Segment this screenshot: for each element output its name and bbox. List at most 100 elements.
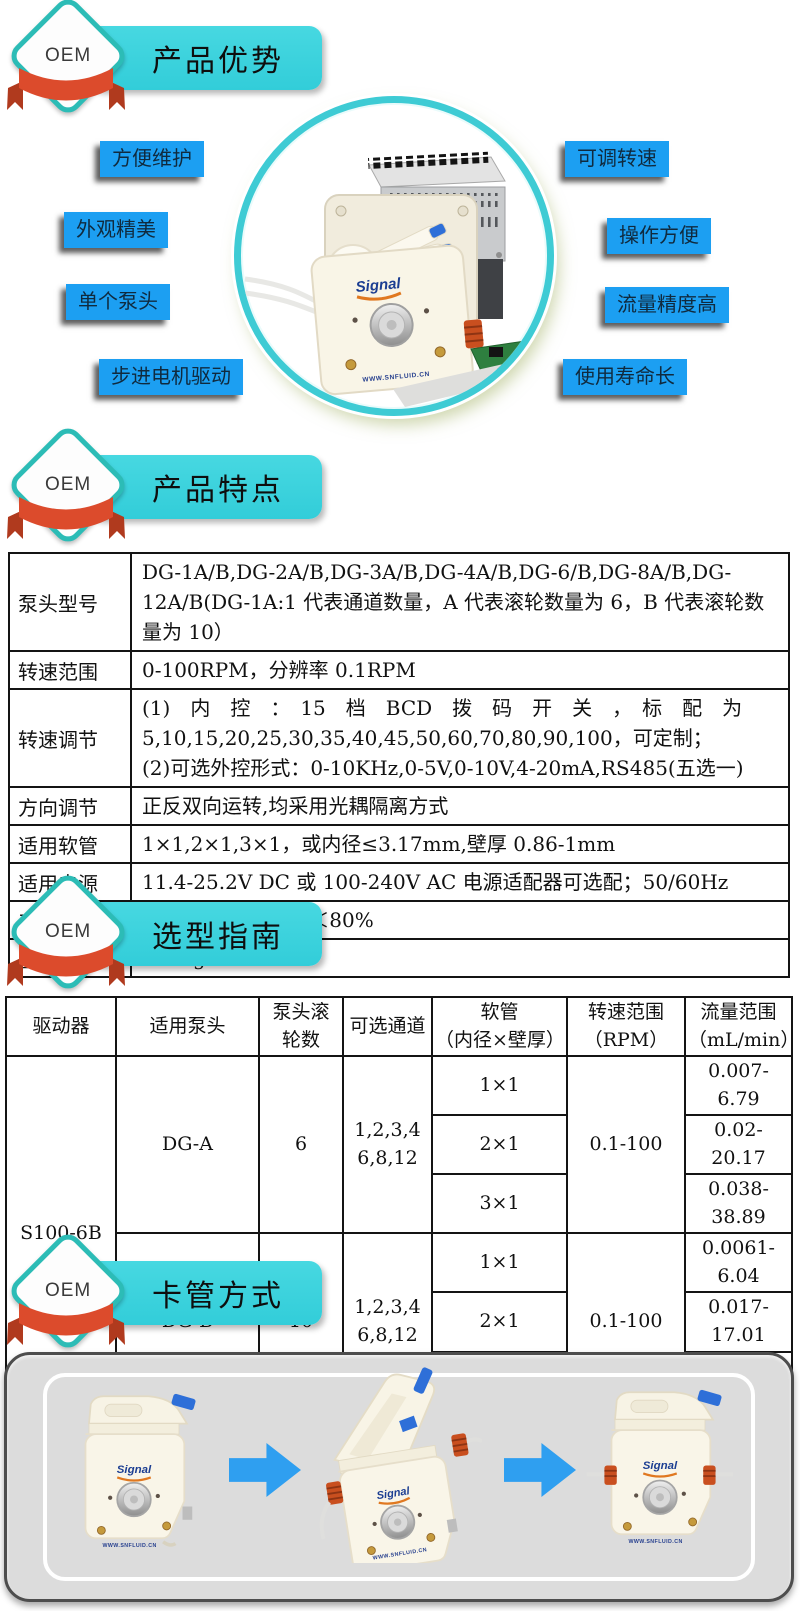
tube-cartridge-icon bbox=[463, 319, 484, 349]
col-header-line: 轮数 bbox=[281, 1028, 320, 1051]
col-header-line: 泵头滚 bbox=[272, 1001, 330, 1023]
spec-row: 转速范围 0-100RPM，分辨率 0.1RPM bbox=[8, 650, 790, 690]
clamping-steps-panel: Signal WWW.SNFLUID.CN Signal bbox=[4, 1352, 794, 1602]
cell-rollers: 6 bbox=[258, 1055, 344, 1235]
cell-flow: 0.038-38.89 bbox=[684, 1173, 793, 1235]
brand-website: WWW.SNFLUID.CN bbox=[628, 1539, 682, 1545]
features-title: 产品特点 bbox=[152, 474, 284, 507]
cell-line: 1,2,3,4 bbox=[354, 1119, 421, 1142]
feature-label: 步进电机驱动 bbox=[99, 359, 243, 395]
spec-row: 泵头型号 DG-1A/B,DG-2A/B,DG-3A/B,DG-4A/B,DG-… bbox=[8, 552, 790, 652]
spec-value-line: (1) 内 控 ： 15 档 BCD 拨 码 开 关 ， 标 配 为 bbox=[142, 696, 743, 720]
cell-speed: 0.1-100 bbox=[566, 1055, 686, 1235]
cell-flow: 0.007-6.79 bbox=[684, 1055, 793, 1117]
cell-flow: 0.017-17.01 bbox=[684, 1291, 793, 1353]
product-photo-frame: Signal WWW.SNFLUID.CN bbox=[234, 96, 554, 416]
motor-column bbox=[477, 259, 503, 319]
brand-logo: Signal bbox=[643, 1460, 678, 1472]
section-header-features: 产品特点 OEM bbox=[0, 422, 380, 557]
feature-label: 外观精美 bbox=[64, 212, 168, 248]
spec-value: (1) 内 控 ： 15 档 BCD 拨 码 开 关 ， 标 配 为 5,10,… bbox=[130, 688, 790, 788]
pump-step2-image: Signal WWW.SNFLUID.CN bbox=[319, 1367, 482, 1563]
section-header-clamping: 卡管方式 OEM bbox=[0, 1228, 380, 1363]
spec-value: DG-1A/B,DG-2A/B,DG-3A/B,DG-4A/B,DG-6/B,D… bbox=[130, 552, 790, 652]
brand-logo: Signal bbox=[355, 275, 402, 296]
spec-row: 适用电源 11.4-25.2V DC 或 100-240V AC 电源适配器可选… bbox=[8, 862, 790, 902]
advantages-title-bar: 产品优势 bbox=[88, 26, 322, 90]
col-header-line: （RPM） bbox=[583, 1028, 669, 1051]
cell-tube: 1×1 bbox=[431, 1232, 568, 1294]
spec-value: 0-100RPM，分辨率 0.1RPM bbox=[130, 650, 790, 690]
ribbon-icon bbox=[7, 497, 125, 539]
spec-value: 11.4-25.2V DC 或 100-240V AC 电源适配器可选配；50/… bbox=[130, 862, 790, 902]
spec-value-line: (2)可选外控形式：0-10KHz,0-5V,0-10V,4-20mA,RS48… bbox=[142, 756, 744, 780]
table-row: S100-6B DG-A 6 1,2,3,4 6,8,12 1×1 0.1-10… bbox=[5, 1055, 793, 1412]
oem-badge-label: OEM bbox=[44, 45, 92, 66]
col-header-driver: 驱动器 bbox=[5, 995, 117, 1058]
brand-website: WWW.SNFLUID.CN bbox=[102, 1543, 156, 1549]
pump-product-image: Signal WWW.SNFLUID.CN bbox=[244, 151, 547, 409]
col-header-speed: 转速范围 （RPM） bbox=[566, 995, 686, 1058]
spec-row: 方向调节 正反双向运转,均采用光耦隔离方式 bbox=[8, 786, 790, 826]
selection-title-bar: 选型指南 bbox=[88, 902, 322, 966]
spec-label: 方向调节 bbox=[8, 786, 132, 826]
cell-channels: 1,2,3,4 6,8,12 bbox=[342, 1055, 433, 1235]
cell-line: 1,2,3,4 bbox=[354, 1296, 421, 1319]
cell-line: 6,8,12 bbox=[357, 1324, 418, 1347]
brand-logo: Signal bbox=[117, 1464, 152, 1476]
feature-label: 方便维护 bbox=[100, 141, 204, 177]
col-header-line: 转速范围 bbox=[587, 1001, 664, 1023]
col-header-channels: 可选通道 bbox=[342, 995, 433, 1058]
table-row: 2×1 0.017-17.01 bbox=[6, 1291, 793, 1353]
selection-header-row: 驱动器 适用泵头 泵头滚 轮数 可选通道 软管 （内径×壁厚） 转速范围 （RP… bbox=[5, 995, 800, 1058]
cell-flow: 0.0061-6.04 bbox=[684, 1232, 793, 1294]
cell-tube: 2×1 bbox=[431, 1114, 568, 1176]
feature-label: 使用寿命长 bbox=[563, 359, 687, 395]
pump-step3-image: Signal WWW.SNFLUID.CN bbox=[586, 1389, 734, 1545]
col-header-line: 流量范围 bbox=[700, 1001, 777, 1023]
tilted-body: Signal WWW.SNFLUID.CN bbox=[337, 1444, 458, 1563]
cell-line: 6,8,12 bbox=[357, 1146, 418, 1169]
spec-row: 适用软管 1×1,2×1,3×1，或内径≤3.17mm,壁厚 0.86-1mm bbox=[8, 824, 790, 864]
spec-value: 正反双向运转,均采用光耦隔离方式 bbox=[130, 786, 790, 826]
col-header-tube: 软管 （内径×壁厚） bbox=[431, 995, 568, 1058]
col-header-pump: 适用泵头 bbox=[115, 995, 260, 1058]
section-header-advantages: 产品优势 OEM bbox=[0, 0, 380, 128]
table-row: 2×1 0.02-20.17 bbox=[6, 1114, 793, 1176]
oem-badge-label: OEM bbox=[44, 1280, 92, 1301]
selection-title: 选型指南 bbox=[152, 921, 284, 954]
cell-tube: 1×1 bbox=[431, 1055, 568, 1117]
col-header-line: （mL/min） bbox=[688, 1028, 800, 1051]
cell-pump: DG-A bbox=[115, 1055, 260, 1235]
col-header-line: （内径×壁厚） bbox=[435, 1028, 565, 1051]
col-header-flow: 流量范围 （mL/min） bbox=[684, 995, 800, 1058]
ribbon-icon bbox=[7, 1303, 125, 1345]
section-header-selection: 选型指南 OEM bbox=[0, 869, 380, 1004]
spec-label: 泵头型号 bbox=[8, 552, 132, 652]
cell-tube: 2×1 bbox=[431, 1291, 568, 1353]
feature-label: 单个泵头 bbox=[66, 284, 170, 320]
clamping-title-bar: 卡管方式 bbox=[88, 1261, 322, 1325]
spec-value: 1×1,2×1,3×1，或内径≤3.17mm,壁厚 0.86-1mm bbox=[130, 824, 790, 864]
col-header-rollers: 泵头滚 轮数 bbox=[258, 995, 344, 1058]
cell-tube: 3×1 bbox=[431, 1173, 568, 1235]
col-header-line: 软管 bbox=[480, 1001, 519, 1023]
feature-label: 流量精度高 bbox=[605, 287, 729, 323]
spec-label: 转速范围 bbox=[8, 650, 132, 690]
cell-flow: 0.02-20.17 bbox=[684, 1114, 793, 1176]
brand-logo: Signal bbox=[376, 1485, 412, 1502]
oem-badge-label: OEM bbox=[44, 921, 92, 942]
advantages-title: 产品优势 bbox=[152, 45, 284, 78]
table-row: 3×1 0.038-38.89 bbox=[6, 1173, 793, 1235]
spec-label: 适用软管 bbox=[8, 824, 132, 864]
tube-cartridge-icon bbox=[319, 1433, 482, 1540]
spec-label: 转速调节 bbox=[8, 688, 132, 788]
feature-label: 操作方便 bbox=[607, 218, 711, 254]
spec-value-line: 5,10,15,20,25,30,35,40,45,50,60,70,80,90… bbox=[142, 726, 713, 750]
ribbon-icon bbox=[7, 68, 125, 110]
feature-label: 可调转速 bbox=[565, 141, 669, 177]
ribbon-icon bbox=[7, 944, 125, 986]
side-latch bbox=[182, 1506, 193, 1520]
clamping-title: 卡管方式 bbox=[152, 1280, 284, 1313]
